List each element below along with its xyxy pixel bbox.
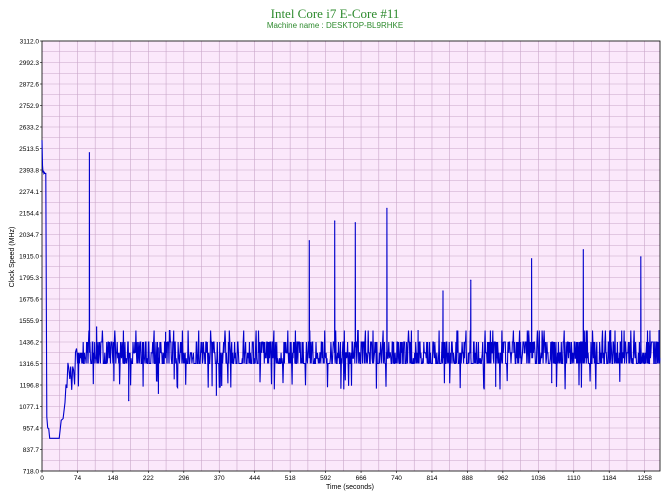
y-tick-label: 2154.4 xyxy=(19,211,39,218)
x-tick-label: 1110 xyxy=(567,475,581,482)
y-tick-label: 2274.1 xyxy=(19,189,39,196)
x-tick-label: 1184 xyxy=(602,475,616,482)
spike-point xyxy=(354,222,356,224)
y-tick-label: 2633.2 xyxy=(19,125,39,132)
x-tick-label: 74 xyxy=(74,475,82,482)
x-tick-label: 962 xyxy=(497,475,508,482)
spike-point xyxy=(470,279,472,281)
spike-point xyxy=(215,394,217,396)
x-tick-label: 444 xyxy=(249,475,260,482)
y-tick-label: 718.0 xyxy=(23,469,40,476)
spike-point xyxy=(531,258,533,260)
spike-point xyxy=(610,329,612,332)
y-tick-label: 2752.9 xyxy=(19,103,39,110)
spike-point xyxy=(495,385,497,387)
y-tick-label: 1436.2 xyxy=(19,340,39,347)
y-tick-label: 837.7 xyxy=(23,447,40,454)
x-tick-label: 592 xyxy=(320,475,331,482)
x-tick-label: 518 xyxy=(285,475,296,482)
spike-point xyxy=(165,331,167,333)
chart-title: Intel Core i7 E-Core #11 xyxy=(270,6,400,21)
y-tick-label: 1555.9 xyxy=(19,318,39,325)
x-tick-label: 148 xyxy=(107,475,118,482)
y-tick-label: 1915.0 xyxy=(19,254,39,261)
series-line xyxy=(41,140,661,439)
spike-point xyxy=(417,329,419,332)
y-axis-label: Clock Speed (MHz) xyxy=(9,227,16,288)
x-tick-label: 370 xyxy=(214,475,225,482)
y-tick-label: 2034.7 xyxy=(19,232,39,239)
x-tick-label: 666 xyxy=(356,475,367,482)
spike-point xyxy=(658,329,660,332)
x-tick-label: 888 xyxy=(462,475,473,482)
x-tick-label: 740 xyxy=(391,475,402,482)
y-tick-label: 2393.8 xyxy=(19,168,39,175)
y-tick-label: 1675.6 xyxy=(19,297,39,304)
y-tick-label: 2513.5 xyxy=(19,146,39,153)
spike-point xyxy=(157,392,160,395)
x-tick-label: 222 xyxy=(143,475,154,482)
spike-point xyxy=(96,326,98,328)
spike-point xyxy=(386,207,388,210)
y-tick-label: 1795.3 xyxy=(19,275,39,282)
spike-point xyxy=(582,249,584,251)
spike-point xyxy=(128,399,130,402)
y-tick-label: 1316.5 xyxy=(19,361,39,368)
chart-subtitle: Machine name : DESKTOP-BL9RHKE xyxy=(266,21,404,30)
y-tick-label: 2872.6 xyxy=(19,82,39,89)
x-axis-label: Time (seconds) xyxy=(326,484,374,491)
y-tick-label: 1196.8 xyxy=(20,383,40,390)
spike-point xyxy=(88,152,91,154)
y-tick-label: 1077.1 xyxy=(19,404,39,411)
x-tick-label: 1036 xyxy=(531,475,546,482)
x-tick-label: 0 xyxy=(40,475,44,482)
y-tick-label: 3112.0 xyxy=(20,39,40,46)
x-tick-label: 1258 xyxy=(637,475,652,482)
spike-point xyxy=(551,382,553,384)
spike-point xyxy=(334,220,336,222)
spike-point xyxy=(442,290,444,292)
x-tick-label: 296 xyxy=(178,475,189,482)
y-tick-label: 957.4 xyxy=(23,426,40,433)
y-tick-label: 2992.3 xyxy=(19,60,39,67)
spike-point xyxy=(308,240,310,242)
spike-point xyxy=(640,256,642,258)
x-tick-label: 814 xyxy=(427,475,438,482)
